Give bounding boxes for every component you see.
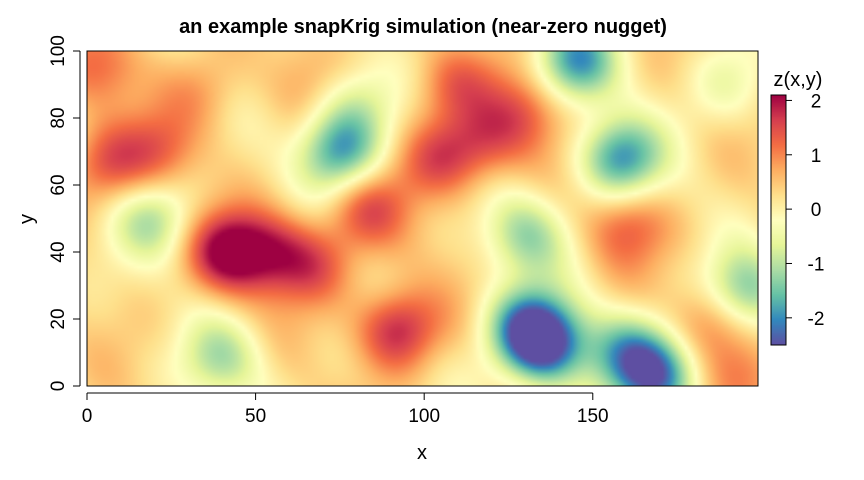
legend-tick-label: -1	[808, 254, 825, 275]
x-tick-label: 0	[82, 406, 93, 427]
colorbar-gradient	[771, 95, 786, 345]
x-tick-label: 50	[245, 406, 266, 427]
legend-tick-label: 2	[811, 91, 822, 112]
legend-tick-label: 1	[811, 146, 822, 167]
legend-tick-label: 0	[811, 200, 822, 221]
heatmap-raster	[87, 51, 758, 386]
colorbar-frame	[770, 94, 787, 346]
x-tick-label: 100	[408, 406, 440, 427]
legend-tick-label: -2	[808, 309, 825, 330]
x-axis-label: x	[417, 442, 427, 464]
chart-title: an example snapKrig simulation (near-zer…	[179, 16, 667, 38]
plot-frame	[86, 50, 759, 387]
y-tick-label: 60	[48, 174, 69, 195]
x-tick-label: 150	[577, 406, 609, 427]
y-tick-label: 0	[48, 381, 69, 392]
legend-title: z(x,y)	[774, 69, 823, 91]
y-axis-label: y	[16, 214, 38, 224]
y-tick-label: 40	[48, 241, 69, 262]
y-tick-label: 80	[48, 107, 69, 128]
x-axis: 0 50 100 150	[82, 392, 609, 427]
y-tick-label: 100	[48, 35, 69, 67]
y-tick-label: 20	[48, 308, 69, 329]
colorbar-legend: z(x,y) -2 -1 0 1 2	[770, 69, 825, 346]
y-axis: 0 20 40 60 80 100	[48, 35, 81, 392]
